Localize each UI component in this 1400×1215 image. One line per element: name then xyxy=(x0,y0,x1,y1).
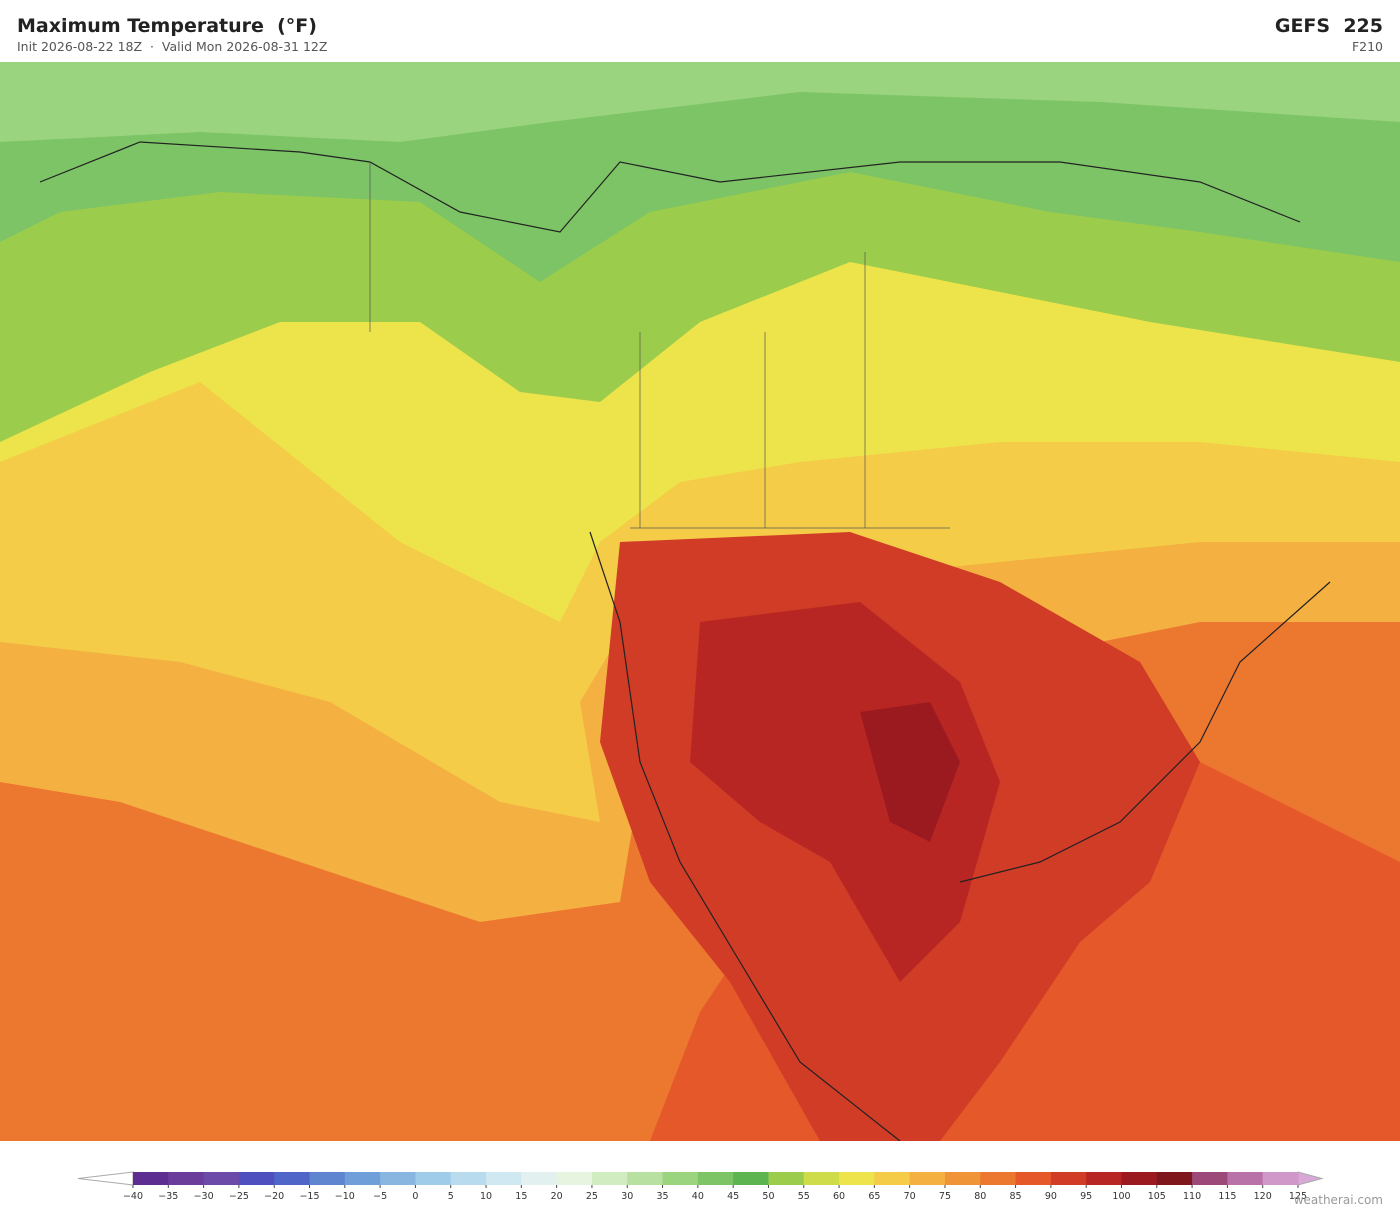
colorbar-label: 50 xyxy=(762,1191,774,1202)
colorbar-bin xyxy=(450,1172,487,1185)
subtitle: Init 2026-08-22 18Z · Valid Mon 2026-08-… xyxy=(17,39,328,54)
colorbar-label: 100 xyxy=(1112,1191,1130,1202)
colorbar-bin xyxy=(733,1172,769,1185)
colorbar-bin xyxy=(238,1172,275,1185)
colorbar-label: 90 xyxy=(1045,1191,1057,1202)
colorbar-label: 30 xyxy=(621,1191,633,1202)
colorbar-bin xyxy=(944,1172,981,1185)
colorbar-label: 20 xyxy=(551,1191,563,1202)
colorbar: −40 −35 −30 −25 −20 −15 −10 −5 0 5 10 15 20 25 30 35 40 4… xyxy=(77,1171,1324,1202)
colorbar-bin xyxy=(203,1172,240,1185)
colorbar-bin xyxy=(1121,1172,1158,1185)
colorbar-bin xyxy=(521,1172,558,1185)
colorbar-label: 110 xyxy=(1183,1191,1201,1202)
colorbar-label: −30 xyxy=(194,1191,214,1202)
borders xyxy=(369,162,950,529)
colorbar-bin xyxy=(768,1172,805,1185)
coastline xyxy=(39,141,1331,1141)
colorbar-label: −20 xyxy=(264,1191,284,1202)
colorbar-bin xyxy=(486,1172,522,1185)
colorbar-label: 70 xyxy=(904,1191,916,1202)
colorbar-label: 45 xyxy=(727,1191,739,1202)
colorbar-label: −35 xyxy=(158,1191,178,1202)
colorbar-label: 80 xyxy=(974,1191,986,1202)
colorbar-bin xyxy=(839,1172,875,1185)
colorbar-bin xyxy=(1050,1172,1087,1185)
colorbar-bin xyxy=(1227,1172,1264,1185)
colorbar-bin xyxy=(168,1172,205,1185)
colorbar-bin xyxy=(380,1172,416,1185)
credit: weatherai.com xyxy=(1293,1193,1383,1207)
colorbar-label: −15 xyxy=(299,1191,319,1202)
model: GEFS 225 xyxy=(1274,15,1383,37)
colorbar-label: 0 xyxy=(412,1191,418,1202)
colorbar-bin xyxy=(415,1172,452,1185)
colorbar-label: −10 xyxy=(335,1191,355,1202)
colorbar-label: 15 xyxy=(515,1191,527,1202)
colorbar-bin xyxy=(133,1172,169,1185)
colorbar-label: 60 xyxy=(833,1191,845,1202)
colorbar-bin xyxy=(309,1172,346,1185)
colorbar-bin xyxy=(274,1172,311,1185)
colorbar-bin xyxy=(1086,1172,1122,1185)
colorbar-bin xyxy=(980,1172,1017,1185)
colorbar-label: −40 xyxy=(123,1191,143,1202)
colorbar-bin xyxy=(627,1172,664,1185)
colorbar-label: 75 xyxy=(939,1191,951,1202)
colorbar-under xyxy=(77,1171,134,1186)
colorbar-label: −5 xyxy=(373,1191,387,1202)
title: Maximum Temperature (°F) xyxy=(17,15,317,37)
forecast-hour: F210 xyxy=(1351,39,1383,54)
colorbar-bin xyxy=(344,1172,381,1185)
colorbar-label: 115 xyxy=(1218,1191,1236,1202)
colorbar-bin xyxy=(1156,1172,1193,1185)
colorbar-bin xyxy=(1015,1172,1052,1185)
colorbar-label: 95 xyxy=(1080,1191,1092,1202)
colorbar-bin xyxy=(591,1172,628,1185)
field-100 xyxy=(860,702,960,842)
colorbar-label: 55 xyxy=(798,1191,810,1202)
colorbar-bin xyxy=(1192,1172,1228,1185)
colorbar-label: 25 xyxy=(586,1191,598,1202)
colorbar-bin xyxy=(697,1172,734,1185)
colorbar-bin xyxy=(662,1172,699,1185)
colorbar-label: 5 xyxy=(448,1191,454,1202)
colorbar-label: 105 xyxy=(1148,1191,1166,1202)
colorbar-label: 35 xyxy=(656,1191,668,1202)
colorbar-label: −25 xyxy=(229,1191,249,1202)
colorbar-bin xyxy=(909,1172,946,1185)
colorbar-bin xyxy=(874,1172,911,1185)
colorbar-label: 10 xyxy=(480,1191,492,1202)
colorbar-label: 40 xyxy=(692,1191,704,1202)
field-95 xyxy=(690,602,1000,982)
colorbar-over xyxy=(1297,1171,1324,1186)
colorbar-label: 85 xyxy=(1010,1191,1022,1202)
map xyxy=(0,62,1400,1141)
field-35 xyxy=(0,62,1400,142)
colorbar-label: 125 xyxy=(1289,1191,1307,1202)
colorbar-bin xyxy=(1262,1172,1299,1185)
colorbar-label: 65 xyxy=(868,1191,880,1202)
colorbar-bin xyxy=(556,1172,593,1185)
colorbar-bin xyxy=(803,1172,840,1185)
colorbar-label: 120 xyxy=(1254,1191,1272,1202)
